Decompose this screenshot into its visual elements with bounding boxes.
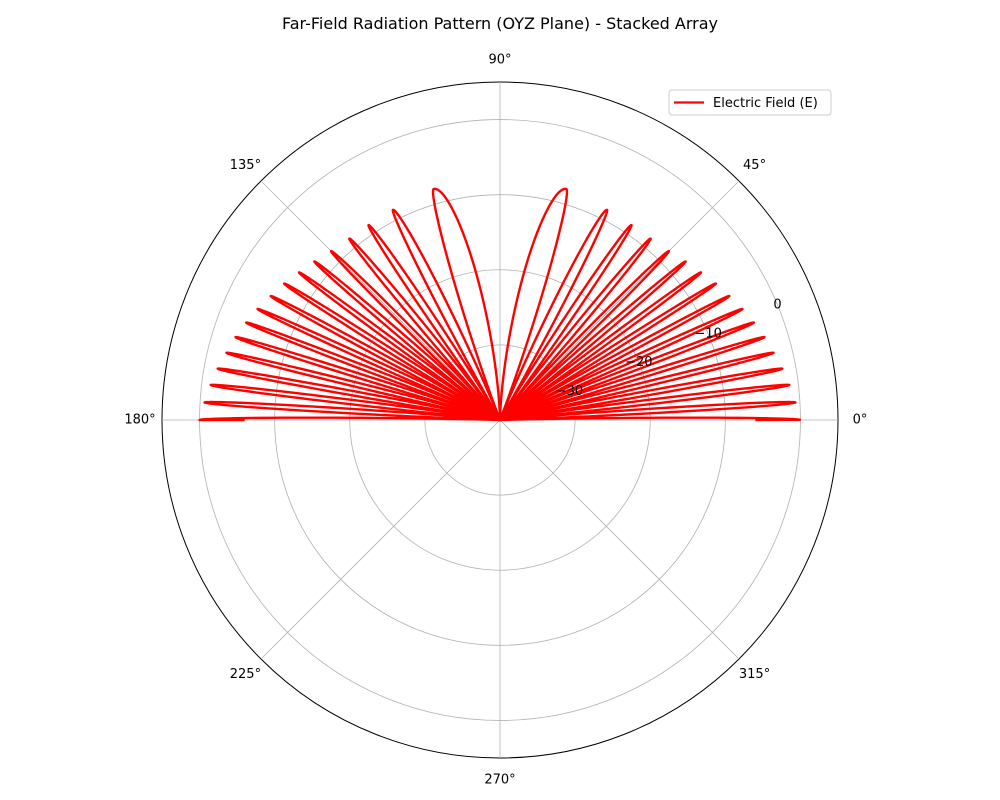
radial-tick-label: 0 (773, 298, 781, 313)
angular-gridline (260, 180, 501, 421)
angular-tick-label: 45° (743, 158, 766, 173)
legend: Electric Field (E) (668, 89, 832, 116)
radial-tick-label: −20 (625, 355, 652, 370)
radial-tick-label: −10 (694, 326, 721, 341)
angular-tick-label: 135° (230, 158, 261, 173)
angular-gridline (499, 419, 740, 660)
angular-tick-label: 315° (739, 667, 770, 682)
series-line-electric-field (198, 187, 802, 422)
angular-gridline (499, 180, 740, 421)
radial-tick-labels: −30 −20 −10 0 (556, 298, 782, 399)
angular-gridline (260, 419, 501, 660)
legend-label-electric-field: Electric Field (E) (713, 96, 818, 111)
angular-tick-label: 180° (124, 413, 155, 428)
radial-tick-label: −30 (556, 384, 583, 399)
series-layer (198, 187, 802, 422)
angular-tick-labels: 0° 45° 90° 135° 180° 225° 270° 315° (124, 53, 867, 788)
angular-tick-label: 0° (853, 413, 868, 428)
angular-tick-label: 225° (230, 667, 261, 682)
legend-box (668, 89, 832, 116)
angular-tick-label: 270° (484, 773, 515, 788)
chart-title: Far-Field Radiation Pattern (OYZ Plane) … (282, 14, 718, 33)
angular-tick-label: 90° (488, 53, 511, 68)
